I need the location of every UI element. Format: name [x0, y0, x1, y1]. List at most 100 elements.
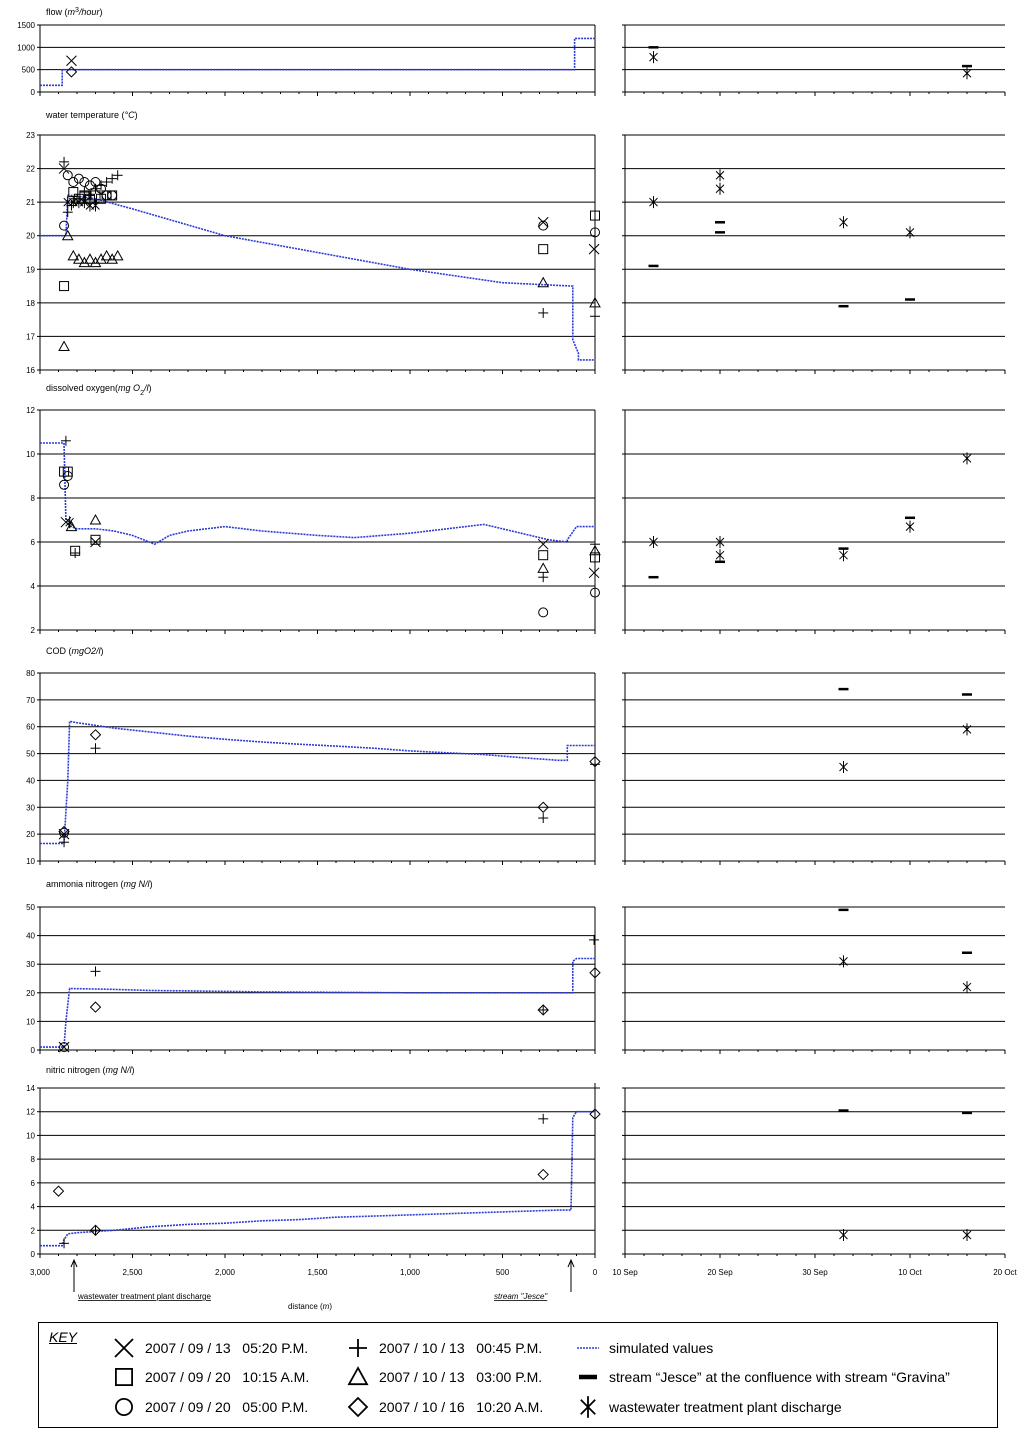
y-tick-label: 23: [26, 131, 35, 140]
y-tick-label: 8: [31, 1155, 36, 1164]
observation-circle: [59, 1042, 70, 1053]
observation-plus: [538, 1004, 549, 1015]
y-tick-label: 17: [26, 332, 35, 341]
y-tick-label: 16: [26, 366, 35, 375]
panel-cod: COD (mgO2/l) 10 20 30 40 50 60 70 80: [26, 646, 1006, 866]
panel-flow: flow (m3/hour) 0 500 1000 1500: [17, 7, 1006, 97]
observation-plus: [70, 548, 81, 558]
observation-plus: [59, 1238, 70, 1249]
asterisk-marker-icon: [575, 1396, 601, 1418]
panel-title: flow (m3/hour): [46, 7, 102, 18]
observation-square: [90, 534, 101, 545]
observation-plus: [107, 173, 118, 184]
x-tick-label: 1,500: [307, 1268, 328, 1277]
y-tick-label: 20: [26, 232, 35, 241]
x-tick-label: 2,000: [215, 1268, 236, 1277]
key-item-simulated: simulated values: [575, 1337, 713, 1359]
y-tick-label: 8: [31, 494, 36, 503]
y-tick-label: 4: [31, 1203, 36, 1212]
timeseries-asterisk: [905, 226, 915, 239]
observation-triangle: [73, 253, 85, 264]
timeseries-asterisk: [839, 761, 848, 773]
discharge-arrow: [70, 1258, 78, 1292]
y-tick-label: 2: [31, 1226, 36, 1235]
observation-circle: [79, 177, 90, 187]
observation-plus: [59, 156, 70, 167]
date-tick-label: 20 Sep: [707, 1268, 733, 1277]
observation-circle: [590, 227, 600, 238]
key-item-label: stream “Jesce” at the confluence with st…: [609, 1369, 950, 1385]
timeseries-asterisk: [962, 452, 972, 465]
triangle-marker-icon: [345, 1366, 371, 1388]
observation-triangle: [61, 229, 74, 241]
observation-plus: [90, 743, 101, 754]
date-tick-label: 10 Oct: [898, 1268, 922, 1277]
observation-square: [590, 552, 600, 563]
observation-circle: [84, 180, 95, 191]
observation-plus: [90, 183, 101, 194]
y-tick-label: 4: [31, 582, 36, 591]
observation-x: [58, 828, 70, 840]
observation-square: [538, 550, 549, 561]
observation-circle: [62, 170, 73, 181]
annotation-discharge: wastewater treatment plant discharge: [77, 1292, 212, 1301]
key-item-asterisk: wastewater treatment plant discharge: [575, 1396, 842, 1418]
observation-plus: [590, 311, 600, 322]
timeseries-asterisk: [839, 955, 848, 968]
key-item-label: wastewater treatment plant discharge: [609, 1399, 842, 1415]
observation-circle: [538, 607, 549, 618]
y-tick-label: 20: [26, 989, 35, 998]
y-tick-label: 40: [26, 932, 35, 941]
observation-triangle: [89, 513, 102, 525]
observation-circle: [73, 173, 84, 184]
simulated-line: [40, 37, 595, 87]
timeseries-asterisk: [905, 520, 915, 533]
timeseries-asterisk: [715, 169, 725, 182]
observation-circle: [107, 190, 118, 201]
y-tick-label: 80: [26, 669, 35, 678]
key-item-dash: stream “Jesce” at the confluence with st…: [575, 1366, 950, 1388]
y-tick-label: 60: [26, 723, 35, 732]
observation-square: [96, 193, 107, 204]
key-item-label: 2007 / 10 / 13 00:45 P.M.: [379, 1340, 543, 1356]
observation-square: [62, 466, 73, 477]
observation-plus: [590, 539, 600, 550]
observation-diamond: [89, 729, 102, 741]
panel-nitric-nitrogen: nitric nitrogen (mg N/l) 0 2 4 6 8 10 12 14: [26, 1065, 1006, 1259]
observation-plus: [590, 1083, 600, 1093]
date-tick-label: 30 Sep: [802, 1268, 828, 1277]
y-tick-label: 1000: [17, 43, 35, 52]
observation-diamond: [537, 1004, 549, 1016]
observation-x: [66, 55, 77, 67]
key-item-diamond: 2007 / 10 / 16 10:20 A.M.: [345, 1396, 543, 1418]
observation-plus: [90, 966, 101, 977]
y-tick-label: 10: [26, 1131, 35, 1140]
observation-triangle: [95, 253, 107, 264]
key-item-label: simulated values: [609, 1340, 714, 1356]
observation-diamond: [89, 1224, 102, 1236]
observation-square: [538, 244, 549, 255]
observation-plus: [84, 190, 95, 201]
y-tick-label: 2: [31, 626, 36, 635]
observation-square: [590, 210, 600, 221]
key-item-plus: 2007 / 10 / 13 00:45 P.M.: [345, 1337, 542, 1359]
observation-plus: [101, 177, 112, 187]
stream-arrow: [567, 1258, 575, 1292]
date-tick-label: 10 Sep: [612, 1268, 638, 1277]
observation-x: [588, 243, 600, 255]
y-tick-label: 0: [31, 1046, 36, 1055]
observation-diamond: [58, 825, 70, 838]
observation-plus: [59, 837, 70, 848]
observation-triangle: [100, 249, 113, 261]
y-tick-label: 19: [26, 265, 35, 274]
panel-title: water temperature (°C): [45, 110, 138, 120]
observation-plus: [538, 307, 549, 318]
observation-diamond: [537, 1168, 549, 1181]
observation-x: [537, 538, 549, 550]
observation-triangle: [78, 256, 91, 268]
y-tick-label: 50: [26, 903, 35, 912]
key-item-label: 2007 / 09 / 20 05:00 P.M.: [145, 1399, 309, 1415]
panel-dissolved-oxygen: dissolved oxygen(mg O2/l) 2 4 6 8 10 12: [26, 383, 1006, 635]
observation-plus: [79, 187, 90, 198]
